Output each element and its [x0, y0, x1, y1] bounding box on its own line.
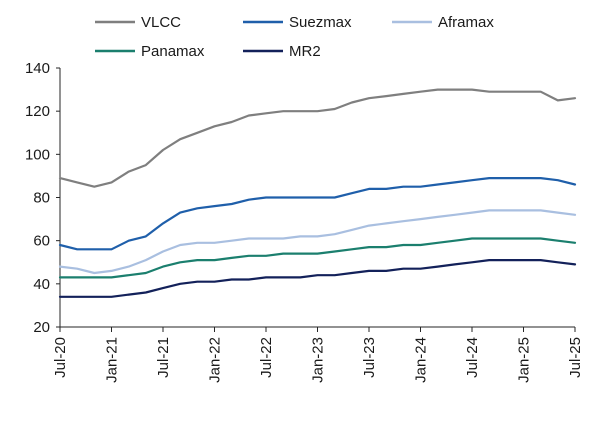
- x-tick-label: Jul-22: [258, 337, 275, 378]
- y-tick-label: 40: [33, 276, 50, 293]
- y-tick-label: 60: [33, 233, 50, 250]
- series-line-suezmax: [58, 177, 577, 251]
- legend-item-suezmax: Suezmax: [243, 14, 352, 31]
- x-tick-label: Jul-23: [361, 337, 378, 378]
- y-axis: 20 40 60 80 100 120 140: [25, 60, 61, 336]
- legend: VLCC Suezmax Aframax Panamax MR2: [95, 14, 494, 60]
- series-line-panamax: [58, 237, 577, 279]
- series-line-aframax: [58, 209, 577, 275]
- legend-label: Aframax: [438, 14, 494, 31]
- x-tick-label: Jul-24: [464, 337, 481, 378]
- x-tick-label: Jan-24: [413, 337, 430, 383]
- series-line-vlcc: [58, 88, 577, 188]
- legend-label: VLCC: [141, 14, 181, 31]
- y-tick-label: 120: [25, 103, 50, 120]
- y-tick-label: 20: [33, 319, 50, 336]
- y-tick-label: 100: [25, 146, 50, 163]
- legend-label: Suezmax: [289, 14, 352, 31]
- legend-item-vlcc: VLCC: [95, 14, 181, 31]
- x-tick-label: Jan-23: [310, 337, 327, 383]
- x-axis: Jul-20 Jan-21 Jul-21 Jan-22 Jul-22 Jan-23 Jul-…: [52, 326, 584, 383]
- legend-label: Panamax: [141, 43, 205, 60]
- legend-item-panamax: Panamax: [95, 43, 205, 60]
- y-tick-label: 140: [25, 60, 50, 77]
- legend-item-mr2: MR2: [243, 43, 321, 60]
- x-tick-label: Jan-25: [516, 337, 533, 383]
- legend-item-aframax: Aframax: [392, 14, 494, 31]
- x-tick-label: Jul-25: [567, 337, 584, 378]
- legend-label: MR2: [289, 43, 321, 60]
- x-tick-label: Jan-22: [207, 337, 224, 383]
- y-tick-label: 80: [33, 190, 50, 207]
- series-layer: [58, 88, 577, 298]
- x-tick-label: Jul-21: [155, 337, 172, 378]
- x-tick-label: Jul-20: [52, 337, 69, 378]
- series-line-mr2: [58, 259, 577, 298]
- x-tick-label: Jan-21: [104, 337, 121, 383]
